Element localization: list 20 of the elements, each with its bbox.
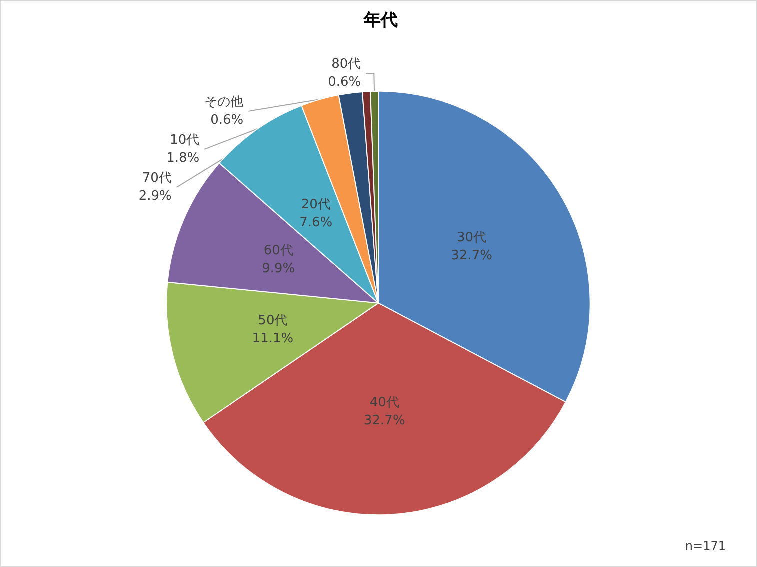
slice-label: 10代 — [170, 132, 200, 148]
slice-label: 70代 — [142, 170, 172, 186]
data-label: 32.7% — [451, 248, 492, 264]
slice-label: 20代 — [301, 197, 331, 212]
slice-label: 50代 — [258, 314, 288, 329]
slice-label: 60代 — [264, 243, 294, 258]
data-label: 2.9% — [138, 188, 172, 204]
data-label: 7.6% — [300, 215, 333, 230]
data-label: 32.7% — [364, 414, 406, 429]
slice-label: その他 — [204, 94, 244, 110]
data-label: 0.6% — [328, 74, 362, 90]
data-label: 1.8% — [166, 150, 200, 166]
slice-label: 80代 — [332, 56, 362, 72]
data-label: 9.9% — [262, 261, 296, 276]
slice-label: 30代 — [457, 230, 487, 246]
data-label: 0.6% — [210, 112, 244, 128]
text: n=171 — [685, 539, 726, 553]
chart-title: 年代 — [363, 10, 398, 30]
slice-label: 40代 — [370, 396, 400, 411]
data-label: 11.1% — [252, 332, 294, 347]
